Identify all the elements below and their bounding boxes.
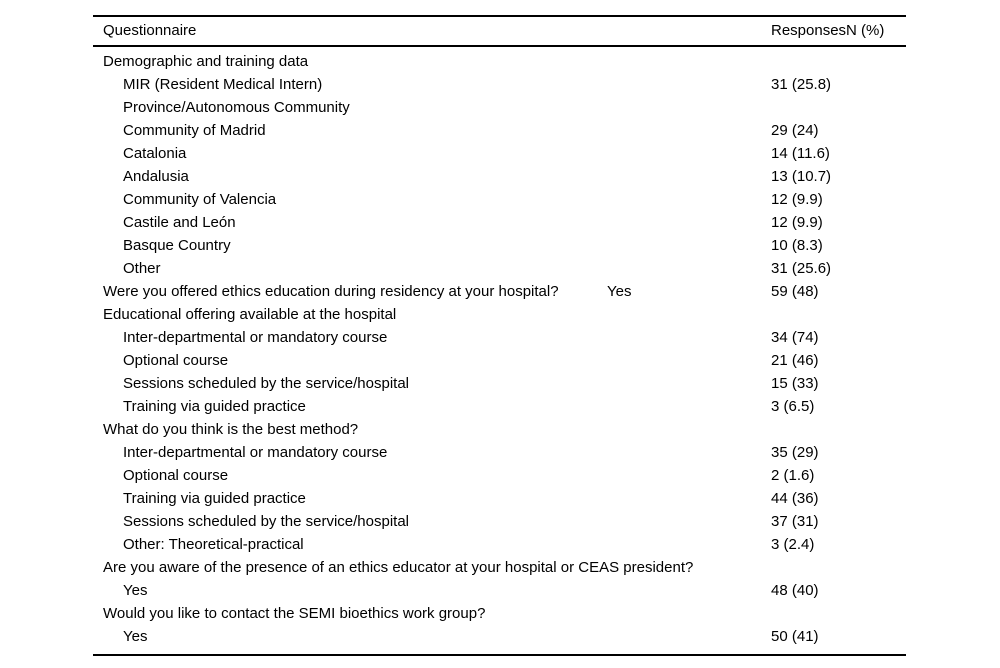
table-row: Other: Theoretical-practical 3 (2.4) [93,533,906,556]
row-label: Catalonia [123,145,187,162]
table-row: Inter-departmental or mandatory course 34… [93,326,906,349]
table-row: Inter-departmental or mandatory course 35… [93,441,906,464]
table-header-row: Questionnaire ResponsesN (%) [93,17,906,47]
row-label: Yes [123,628,148,645]
row-value: 10 (8.3) [771,237,823,254]
row-value: 44 (36) [771,490,819,507]
row-label: Province/Autonomous Community [123,99,350,116]
table-row: Optional course 2 (1.6) [93,464,906,487]
column-header-responses: ResponsesN (%) [771,22,885,39]
table-row: Catalonia 14 (11.6) [93,142,906,165]
row-value: 2 (1.6) [771,467,815,484]
row-value: 31 (25.8) [771,76,832,93]
row-label: Yes [123,582,148,599]
row-label: What do you think is the best method? [103,421,359,438]
table-row: MIR (Resident Medical Intern) 31 (25.8) [93,73,906,96]
row-label: Training via guided practice [123,490,306,507]
row-value: 13 (10.7) [771,168,832,185]
table-row: Castile and León 12 (9.9) [93,211,906,234]
row-label: Optional course [123,352,229,369]
row-value: 12 (9.9) [771,214,823,231]
table-row: Community of Madrid 29 (24) [93,119,906,142]
table-row: Sessions scheduled by the service/hospit… [93,372,906,395]
table-row: Would you like to contact the SEMI bioet… [93,602,906,625]
row-value: 50 (41) [771,628,819,645]
row-label: MIR (Resident Medical Intern) [123,76,323,93]
table-row: Yes 50 (41) [93,625,906,648]
row-label: Other [123,260,161,277]
row-value: 59 (48) [771,283,819,300]
table-row: Community of Valencia 12 (9.9) [93,188,906,211]
column-header-questionnaire: Questionnaire [103,22,197,39]
row-label: Basque Country [123,237,231,254]
row-label: Educational offering available at the ho… [103,306,397,323]
row-value: 12 (9.9) [771,191,823,208]
table-row: What do you think is the best method? [93,418,906,441]
row-label: Inter-departmental or mandatory course [123,444,388,461]
table-body: Demographic and training data MIR (Reside… [93,47,906,654]
row-label: Inter-departmental or mandatory course [123,329,388,346]
row-value: 35 (29) [771,444,819,461]
table-row: Yes 48 (40) [93,579,906,602]
row-value: 34 (74) [771,329,819,346]
row-label: Community of Madrid [123,122,266,139]
row-value: 37 (31) [771,513,819,530]
row-value: 29 (24) [771,122,819,139]
row-value: 3 (2.4) [771,536,815,553]
row-value: 48 (40) [771,582,819,599]
table-row: Were you offered ethics education during… [93,280,906,303]
questionnaire-results-table: Questionnaire ResponsesN (%) Demographic… [93,15,906,656]
table-row: Optional course 21 (46) [93,349,906,372]
row-value: 14 (11.6) [771,145,830,162]
table-row: Are you aware of the presence of an ethi… [93,556,906,579]
row-value: 3 (6.5) [771,398,815,415]
row-label: Other: Theoretical-practical [123,536,304,553]
row-answer: Yes [607,283,632,300]
table-row: Training via guided practice 44 (36) [93,487,906,510]
table-row: Other 31 (25.6) [93,257,906,280]
table-row: Province/Autonomous Community [93,96,906,119]
table-row: Training via guided practice 3 (6.5) [93,395,906,418]
row-label: Sessions scheduled by the service/hospit… [123,513,409,530]
row-value: 21 (46) [771,352,819,369]
row-label: Are you aware of the presence of an ethi… [103,559,694,576]
row-label: Demographic and training data [103,53,309,70]
table-row: Basque Country 10 (8.3) [93,234,906,257]
table-row: Demographic and training data [93,50,906,73]
row-label: Sessions scheduled by the service/hospit… [123,375,409,392]
row-label: Training via guided practice [123,398,306,415]
table-row: Andalusia 13 (10.7) [93,165,906,188]
row-label: Andalusia [123,168,189,185]
row-label: Community of Valencia [123,191,277,208]
table-row: Sessions scheduled by the service/hospit… [93,510,906,533]
row-label: Were you offered ethics education during… [103,283,559,300]
row-value: 31 (25.6) [771,260,832,277]
row-label: Castile and León [123,214,236,231]
table-row: Educational offering available at the ho… [93,303,906,326]
row-label: Optional course [123,467,229,484]
row-value: 15 (33) [771,375,819,392]
row-label: Would you like to contact the SEMI bioet… [103,605,486,622]
